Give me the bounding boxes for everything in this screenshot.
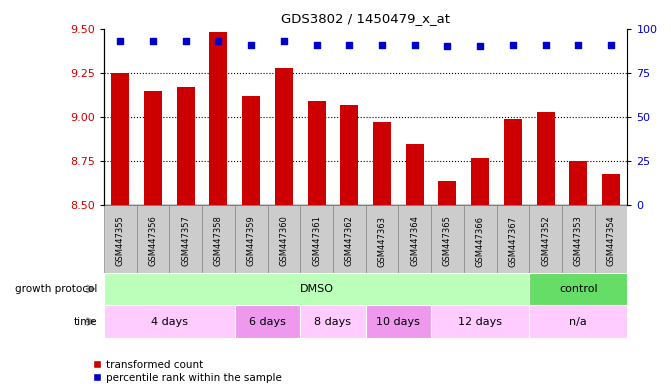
Point	[442, 43, 453, 50]
Bar	[307, 101, 325, 205]
Bar	[497, 205, 529, 273]
Bar	[504, 119, 522, 205]
Bar	[529, 205, 562, 273]
Bar	[569, 161, 587, 205]
Text: n/a: n/a	[570, 316, 587, 327]
Text: GSM447367: GSM447367	[509, 215, 517, 266]
Text: GSM447357: GSM447357	[181, 215, 191, 266]
Bar	[471, 158, 489, 205]
Bar	[242, 96, 260, 205]
Text: 4 days: 4 days	[151, 316, 188, 327]
Bar	[333, 205, 366, 273]
Bar	[104, 273, 529, 305]
Point	[606, 41, 617, 48]
Bar	[301, 305, 366, 338]
Bar	[529, 305, 627, 338]
Bar	[399, 205, 431, 273]
Bar	[235, 305, 300, 338]
Text: 12 days: 12 days	[458, 316, 502, 327]
Text: control: control	[559, 284, 598, 294]
Text: GSM447365: GSM447365	[443, 215, 452, 266]
Bar	[406, 144, 424, 205]
Text: GSM447353: GSM447353	[574, 215, 583, 266]
Text: GSM447354: GSM447354	[607, 215, 615, 266]
Point	[475, 43, 486, 50]
Bar	[366, 305, 431, 338]
Point	[376, 41, 387, 48]
Bar	[176, 87, 195, 205]
Bar	[464, 205, 497, 273]
Text: DMSO: DMSO	[300, 284, 333, 294]
Bar	[104, 305, 235, 338]
Bar	[595, 205, 627, 273]
Text: 10 days: 10 days	[376, 316, 420, 327]
Text: GSM447366: GSM447366	[476, 215, 484, 266]
Text: GSM447355: GSM447355	[116, 215, 125, 266]
Text: GSM447361: GSM447361	[312, 215, 321, 266]
Bar	[373, 122, 391, 205]
Bar	[366, 205, 399, 273]
Bar	[169, 205, 202, 273]
Bar	[431, 305, 529, 338]
Point	[540, 41, 551, 48]
Bar	[602, 174, 620, 205]
Text: 6 days: 6 days	[249, 316, 286, 327]
Point	[344, 41, 355, 48]
Text: GSM447356: GSM447356	[148, 215, 158, 266]
Bar	[275, 68, 293, 205]
Bar	[104, 205, 137, 273]
Bar	[431, 205, 464, 273]
Bar	[537, 112, 555, 205]
Text: GSM447352: GSM447352	[541, 215, 550, 266]
Point	[115, 38, 125, 44]
Bar	[340, 105, 358, 205]
Bar	[202, 205, 235, 273]
Text: 8 days: 8 days	[315, 316, 352, 327]
Point	[507, 41, 518, 48]
Text: GSM447358: GSM447358	[214, 215, 223, 266]
Text: growth protocol: growth protocol	[15, 284, 97, 294]
Bar	[438, 181, 456, 205]
Bar	[137, 205, 169, 273]
Text: time: time	[74, 316, 97, 327]
Bar	[111, 73, 130, 205]
Bar	[235, 205, 268, 273]
Text: GSM447363: GSM447363	[378, 215, 386, 266]
Bar	[209, 32, 227, 205]
Text: GSM447364: GSM447364	[410, 215, 419, 266]
Point	[311, 41, 322, 48]
Point	[573, 41, 584, 48]
Text: GSM447360: GSM447360	[279, 215, 289, 266]
Bar	[144, 91, 162, 205]
Point	[148, 38, 158, 44]
Text: GSM447362: GSM447362	[345, 215, 354, 266]
Text: GSM447359: GSM447359	[247, 215, 256, 266]
Point	[246, 41, 256, 48]
Bar	[562, 205, 595, 273]
Title: GDS3802 / 1450479_x_at: GDS3802 / 1450479_x_at	[281, 12, 450, 25]
Legend: transformed count, percentile rank within the sample: transformed count, percentile rank withi…	[93, 359, 282, 382]
Bar	[529, 273, 627, 305]
Bar	[301, 205, 333, 273]
Point	[409, 41, 420, 48]
Bar	[268, 205, 300, 273]
Point	[278, 38, 289, 44]
Point	[180, 38, 191, 44]
Point	[213, 38, 224, 44]
